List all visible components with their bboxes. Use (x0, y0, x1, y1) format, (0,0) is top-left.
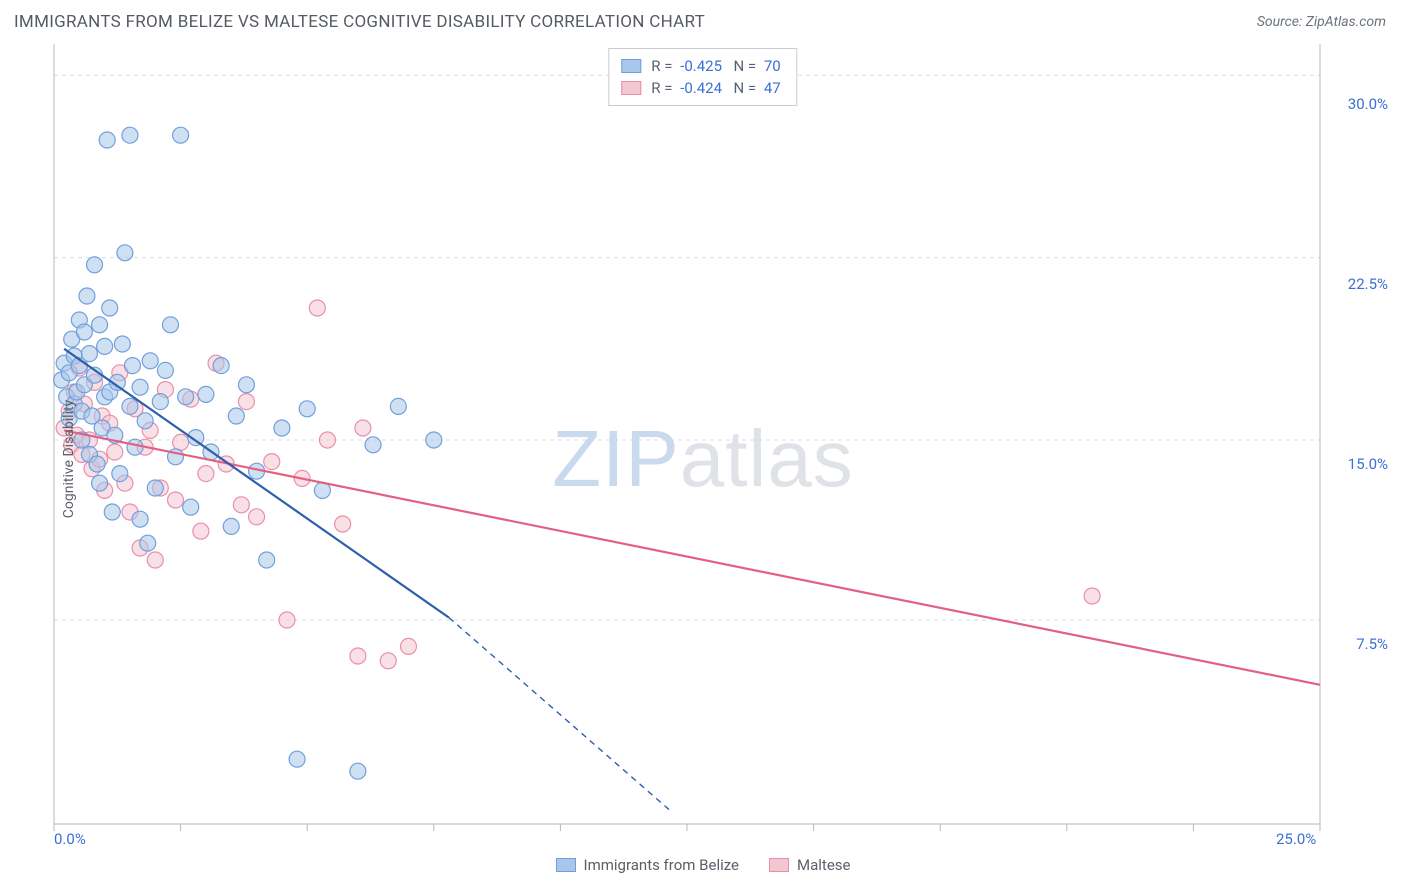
x-axis-tick-labels: 0.0%25.0% (14, 830, 1392, 850)
swatch-belize (621, 59, 641, 73)
scatter-plot (14, 44, 1392, 874)
legend-row-maltese: R = -0.424 N = 47 (621, 77, 784, 99)
legend-item-belize: Immigrants from Belize (556, 856, 740, 874)
legend-series: Immigrants from Belize Maltese (14, 856, 1392, 874)
legend-row-belize: R = -0.425 N = 70 (621, 55, 784, 77)
chart-title: IMMIGRANTS FROM BELIZE VS MALTESE COGNIT… (14, 12, 705, 32)
legend-stats: R = -0.425 N = 70 R = -0.424 N = 47 (608, 48, 797, 106)
y-axis-tick-labels: 7.5%15.0%22.5%30.0% (1328, 44, 1388, 874)
chart-area: Cognitive Disability ZIPatlas R = -0.425… (14, 44, 1392, 874)
y-axis-label: Cognitive Disability (61, 400, 77, 518)
swatch-belize-bottom (556, 858, 576, 872)
legend-item-maltese: Maltese (769, 856, 850, 874)
chart-source: Source: ZipAtlas.com (1257, 14, 1386, 30)
swatch-maltese (621, 81, 641, 95)
chart-header: IMMIGRANTS FROM BELIZE VS MALTESE COGNIT… (0, 0, 1406, 38)
swatch-maltese-bottom (769, 858, 789, 872)
